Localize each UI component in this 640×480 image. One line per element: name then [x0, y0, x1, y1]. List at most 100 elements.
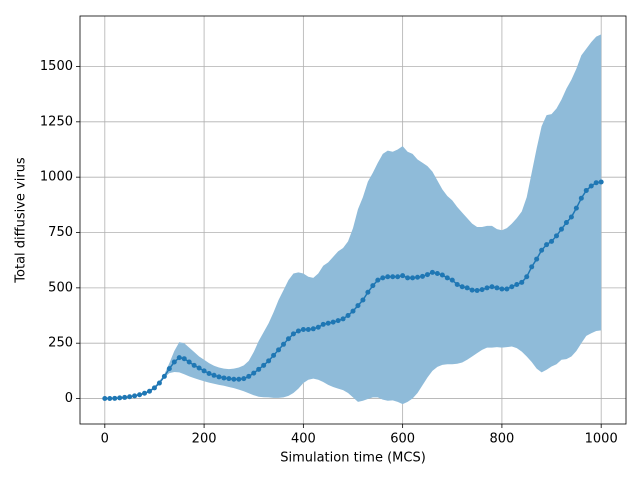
marker	[350, 308, 356, 314]
marker	[380, 275, 386, 281]
marker	[345, 313, 351, 319]
marker	[107, 396, 113, 402]
marker	[558, 226, 564, 232]
marker	[151, 385, 157, 391]
marker	[415, 274, 421, 280]
marker	[563, 220, 569, 226]
x-tick-label: 800	[489, 432, 514, 447]
marker	[474, 288, 480, 294]
y-tick-label: 500	[48, 280, 73, 295]
marker	[539, 247, 545, 253]
marker	[400, 273, 406, 279]
marker	[315, 324, 321, 330]
marker	[127, 394, 133, 400]
marker	[181, 356, 187, 362]
marker	[142, 390, 148, 396]
marker	[161, 373, 167, 379]
marker	[261, 362, 267, 368]
marker	[439, 272, 445, 278]
marker	[310, 326, 316, 332]
marker	[221, 375, 227, 381]
y-tick-label: 750	[48, 225, 73, 240]
marker	[137, 392, 143, 398]
marker	[355, 303, 361, 309]
marker	[573, 205, 579, 211]
marker	[568, 214, 574, 220]
marker	[365, 289, 371, 295]
marker	[434, 270, 440, 276]
x-tick-label: 1000	[585, 432, 618, 447]
marker	[459, 284, 465, 290]
y-tick-label: 250	[48, 336, 73, 351]
marker	[330, 319, 336, 325]
marker	[186, 359, 192, 365]
marker	[449, 277, 455, 283]
marker	[534, 256, 540, 262]
marker	[464, 285, 470, 291]
marker	[300, 326, 306, 332]
marker	[320, 321, 326, 327]
marker	[295, 328, 301, 334]
marker	[340, 316, 346, 322]
marker	[360, 297, 366, 303]
marker	[429, 269, 435, 275]
marker	[241, 376, 247, 382]
y-axis-label: Total diffusive virus	[14, 157, 29, 284]
x-tick-label: 400	[291, 432, 316, 447]
marker	[122, 394, 128, 400]
marker	[390, 274, 396, 280]
marker	[335, 318, 341, 324]
marker	[375, 277, 381, 283]
marker	[549, 238, 555, 244]
marker	[494, 285, 500, 291]
marker	[385, 274, 391, 280]
marker	[444, 275, 450, 281]
marker	[325, 320, 331, 326]
marker	[514, 282, 520, 288]
marker	[499, 286, 505, 292]
marker	[176, 355, 182, 361]
y-tick-label: 0	[65, 391, 73, 406]
marker	[469, 287, 475, 293]
y-tick-label: 1500	[40, 59, 73, 74]
marker	[544, 242, 550, 248]
marker	[146, 388, 152, 394]
marker	[519, 279, 525, 285]
y-tick-label: 1000	[40, 170, 73, 185]
x-tick-label: 200	[192, 432, 217, 447]
marker	[578, 195, 584, 201]
marker	[166, 366, 172, 372]
marker	[226, 376, 232, 382]
marker	[117, 395, 123, 401]
marker	[191, 362, 197, 368]
marker	[524, 274, 530, 280]
marker	[171, 359, 177, 365]
marker	[132, 393, 138, 399]
marker	[201, 368, 207, 374]
marker	[588, 183, 594, 189]
marker	[554, 233, 560, 239]
marker	[206, 371, 212, 377]
marker	[405, 275, 411, 281]
marker	[598, 179, 604, 185]
marker	[583, 187, 589, 193]
marker	[196, 365, 202, 371]
marker	[285, 336, 291, 342]
plot-frame	[79, 15, 627, 425]
marker	[251, 370, 257, 376]
marker	[410, 275, 416, 281]
marker	[246, 373, 252, 379]
marker	[489, 284, 495, 290]
marker	[112, 395, 118, 401]
band	[104, 34, 602, 405]
x-tick-label: 0	[101, 432, 109, 447]
marker	[102, 396, 108, 402]
marker	[276, 347, 282, 353]
marker	[281, 341, 287, 347]
marker	[231, 376, 237, 382]
marker	[529, 264, 535, 270]
marker	[290, 331, 296, 337]
marker	[395, 274, 401, 280]
marker	[156, 380, 162, 386]
